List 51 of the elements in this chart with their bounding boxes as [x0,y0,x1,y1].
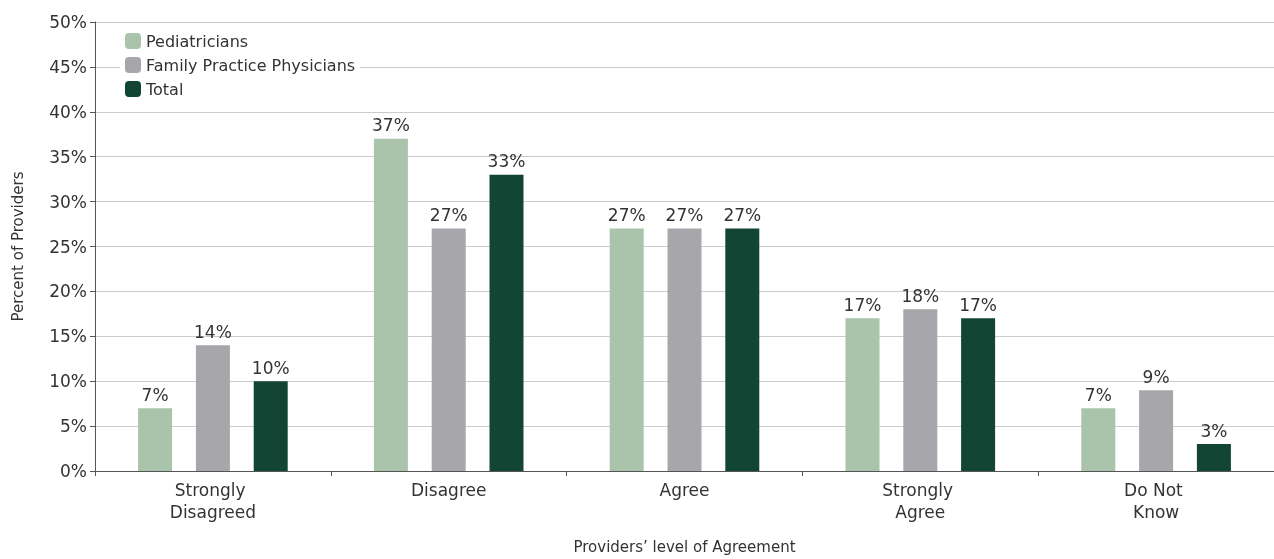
data-label: 27% [429,205,468,226]
bar [373,138,408,471]
y-tick-label: 0% [60,461,87,481]
y-tick-label: 15% [49,326,87,347]
bar [431,228,466,471]
x-tick-label: Disagree [410,480,487,500]
bar [138,408,173,471]
data-label: 14% [194,321,232,342]
x-tick-label: Strongly Agree [882,480,959,522]
bar [667,228,702,471]
data-label: 7% [141,384,169,405]
x-tick-label: Strongly Disagreed [169,480,257,522]
data-label: 18% [901,285,940,306]
bar [903,309,938,471]
bar [961,318,996,471]
y-tick-label: 35% [49,146,87,167]
bar [725,228,760,471]
x-tick-label: Agree [659,480,710,500]
bar [609,228,644,471]
legend-label: Family Practice Physicians [146,55,356,75]
x-axis-title: Providers’ level of Agreement [573,537,796,556]
y-tick-label: 20% [49,281,87,302]
bar [1139,390,1174,471]
y-tick-label: 5% [60,416,87,437]
bar [489,174,524,471]
data-label: 10% [251,357,290,378]
y-tick-label: 50% [49,12,87,32]
bar [1081,408,1116,471]
data-label: 3% [1200,420,1228,441]
data-label: 33% [487,151,526,172]
data-label: 27% [607,205,646,226]
data-label: 17% [843,294,882,315]
data-label: 37% [372,115,410,136]
y-tick-label: 45% [49,56,87,77]
data-label: 7% [1084,384,1112,405]
y-tick-label: 40% [49,101,87,122]
legend-label: Pediatricians [146,31,249,51]
bar [195,345,230,471]
bar [253,381,288,471]
bar [1196,444,1231,471]
legend-label: Total [145,79,184,99]
y-axis-title: Percent of Providers [8,171,27,322]
bar [845,318,880,471]
data-label: 27% [665,205,704,226]
x-tick-label: Do Not Know [1124,480,1189,522]
data-label: 17% [959,294,997,315]
data-label: 27% [723,205,762,226]
data-label: 9% [1142,366,1170,387]
y-tick-label: 10% [49,371,87,392]
y-tick-label: 25% [49,236,87,257]
y-tick-label: 30% [49,191,87,212]
